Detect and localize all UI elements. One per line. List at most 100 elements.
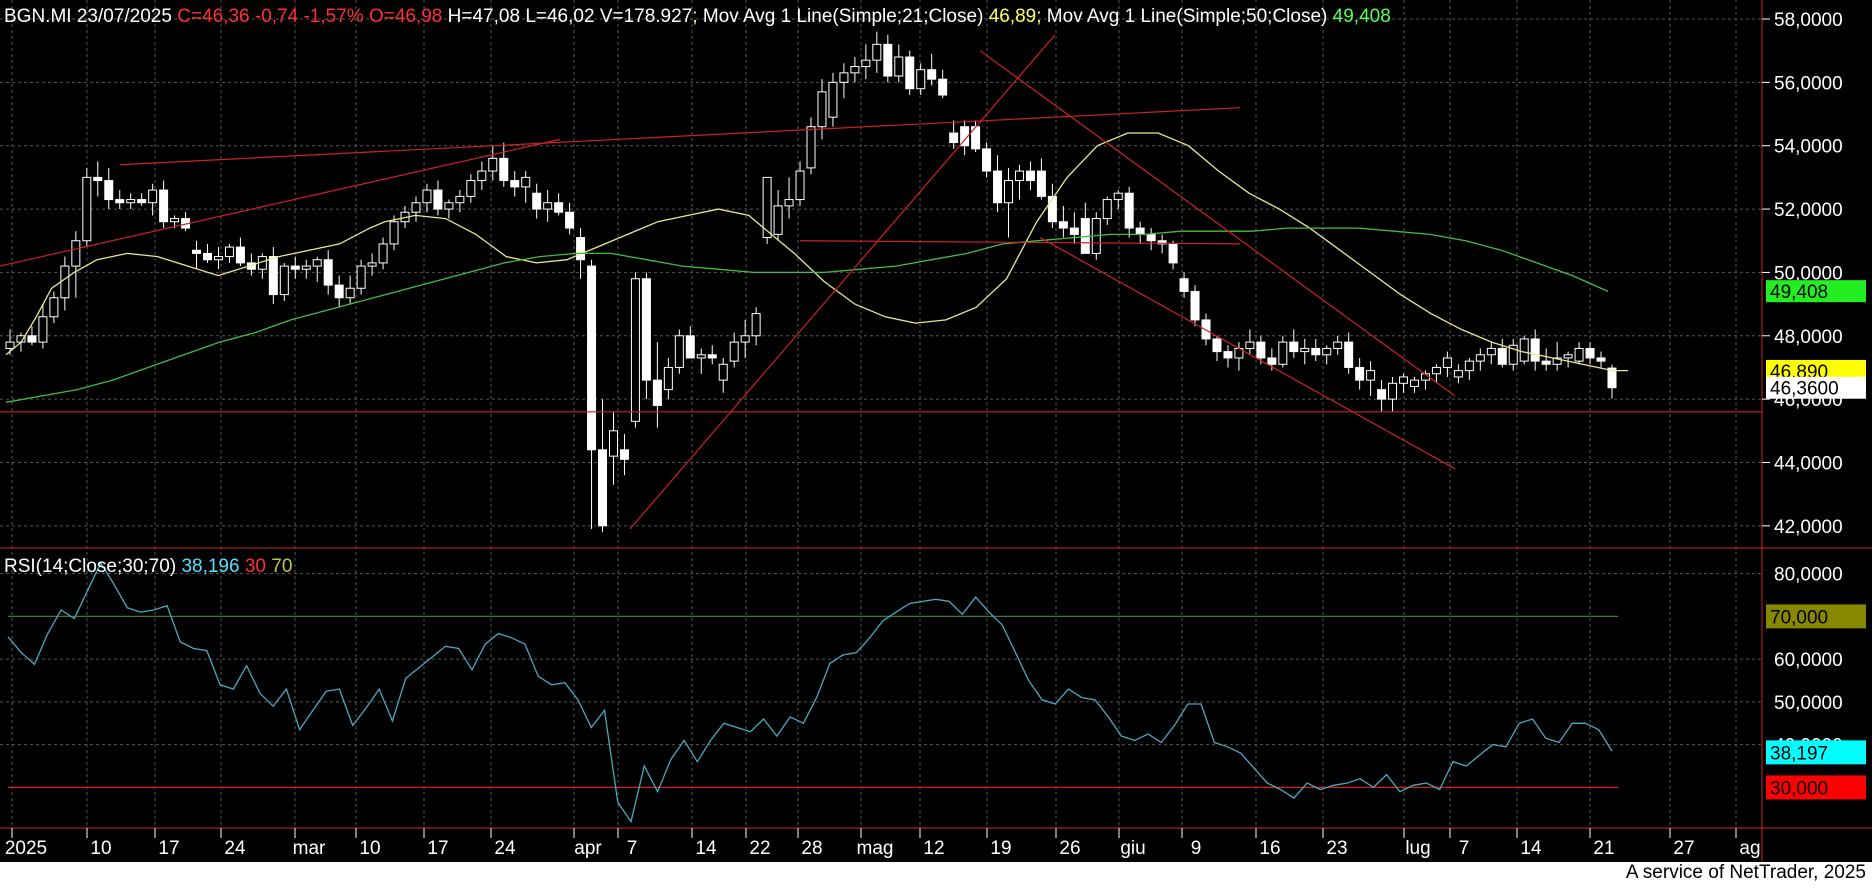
candle-body <box>1530 338 1540 362</box>
symbol: BGN.MI <box>4 6 72 27</box>
candle <box>971 120 981 153</box>
candle <box>1530 329 1540 371</box>
date: 23/07/2025 <box>76 6 172 27</box>
candle <box>279 262 289 301</box>
candle <box>477 161 487 191</box>
candle-body <box>652 379 662 406</box>
price-label: 46,3600 <box>1766 376 1866 400</box>
candle-body <box>850 66 860 74</box>
candle <box>224 243 234 263</box>
volume-value: V=178.927 <box>599 6 693 27</box>
candle <box>1179 272 1189 298</box>
candle-body <box>27 335 37 343</box>
candle-body <box>927 69 937 80</box>
y-tick-label: 54,0000 <box>1774 137 1843 158</box>
price-panel[interactable] <box>0 31 1762 533</box>
candle <box>1541 348 1551 371</box>
candle <box>1146 228 1156 251</box>
candle-body <box>872 43 882 61</box>
candle <box>1300 338 1310 365</box>
candle-body <box>960 126 970 147</box>
candle-body <box>411 202 421 213</box>
candle <box>499 142 509 187</box>
price-label-text: 46,3600 <box>1770 379 1839 400</box>
y-tick-label: 50,0000 <box>1774 263 1843 284</box>
candle <box>38 304 48 349</box>
rsi-tick-label: 60,0000 <box>1774 650 1843 671</box>
x-tick-label: ag <box>1739 838 1760 859</box>
x-tick-label: 24 <box>224 838 246 859</box>
candle <box>1135 221 1145 244</box>
candle <box>422 183 432 213</box>
candle <box>27 326 37 346</box>
candle-body <box>477 170 487 182</box>
candle <box>993 155 1003 213</box>
candle <box>1431 364 1441 384</box>
candle <box>60 256 70 311</box>
candle <box>1278 335 1288 368</box>
grid <box>0 0 1762 828</box>
candle-body <box>345 287 355 299</box>
rsi-panel[interactable] <box>7 561 1618 824</box>
candle-body <box>576 237 586 261</box>
candle <box>1574 342 1584 365</box>
candle-body <box>1289 341 1299 353</box>
close-value: C=46,36 <box>177 6 250 27</box>
rsi-upper: 70 <box>271 556 293 577</box>
candle-body <box>1179 278 1189 292</box>
candle-body <box>1278 341 1288 365</box>
candle-body <box>1245 341 1255 349</box>
candle-body <box>93 176 103 182</box>
candle-body <box>641 278 651 381</box>
candle-body <box>1223 351 1233 359</box>
candle-body <box>1300 347 1310 353</box>
candle <box>148 183 158 216</box>
candle <box>817 79 827 140</box>
candle <box>1453 364 1463 384</box>
candle-body <box>71 240 81 267</box>
candle <box>663 357 673 400</box>
candle-body <box>587 265 597 451</box>
candle <box>159 180 169 229</box>
candle-body <box>630 278 640 422</box>
x-tick-label: 19 <box>990 838 1011 859</box>
candle <box>839 63 849 99</box>
candle-body <box>1322 347 1332 356</box>
candle <box>773 190 783 241</box>
x-tick-label: 26 <box>1059 838 1080 859</box>
candle-body <box>806 126 816 169</box>
candle <box>861 44 871 80</box>
candle-body <box>1058 221 1068 229</box>
candle <box>652 342 662 428</box>
candle <box>126 193 136 210</box>
rsi-value-label: 70,000 <box>1766 604 1866 629</box>
candle <box>521 171 531 203</box>
candle-body <box>521 176 531 188</box>
candle <box>137 193 147 206</box>
candle <box>433 180 443 216</box>
candle <box>213 247 223 270</box>
candle <box>949 120 959 149</box>
rsi-value-label: 38,197 <box>1766 740 1866 765</box>
candle <box>598 399 608 533</box>
candle <box>729 332 739 368</box>
candle-body <box>1355 366 1365 381</box>
rsi-line <box>7 561 1613 824</box>
x-tick-label: 12 <box>923 838 944 859</box>
candle <box>1256 335 1266 365</box>
candle-body <box>1212 338 1222 353</box>
y-tick-label: 48,0000 <box>1774 327 1843 348</box>
x-tick-label: 22 <box>749 838 770 859</box>
x-tick-label: 27 <box>1673 838 1694 859</box>
candle <box>806 117 816 175</box>
candle-body <box>301 265 311 270</box>
candle <box>5 329 15 355</box>
candle-body <box>213 256 223 261</box>
candle-body <box>148 189 158 204</box>
candle <box>1223 345 1233 368</box>
candle-body <box>1036 170 1046 197</box>
candle-body <box>1552 357 1562 365</box>
candle-body <box>663 366 673 391</box>
candle <box>1014 164 1024 200</box>
x-tick-label: 23 <box>1326 838 1347 859</box>
